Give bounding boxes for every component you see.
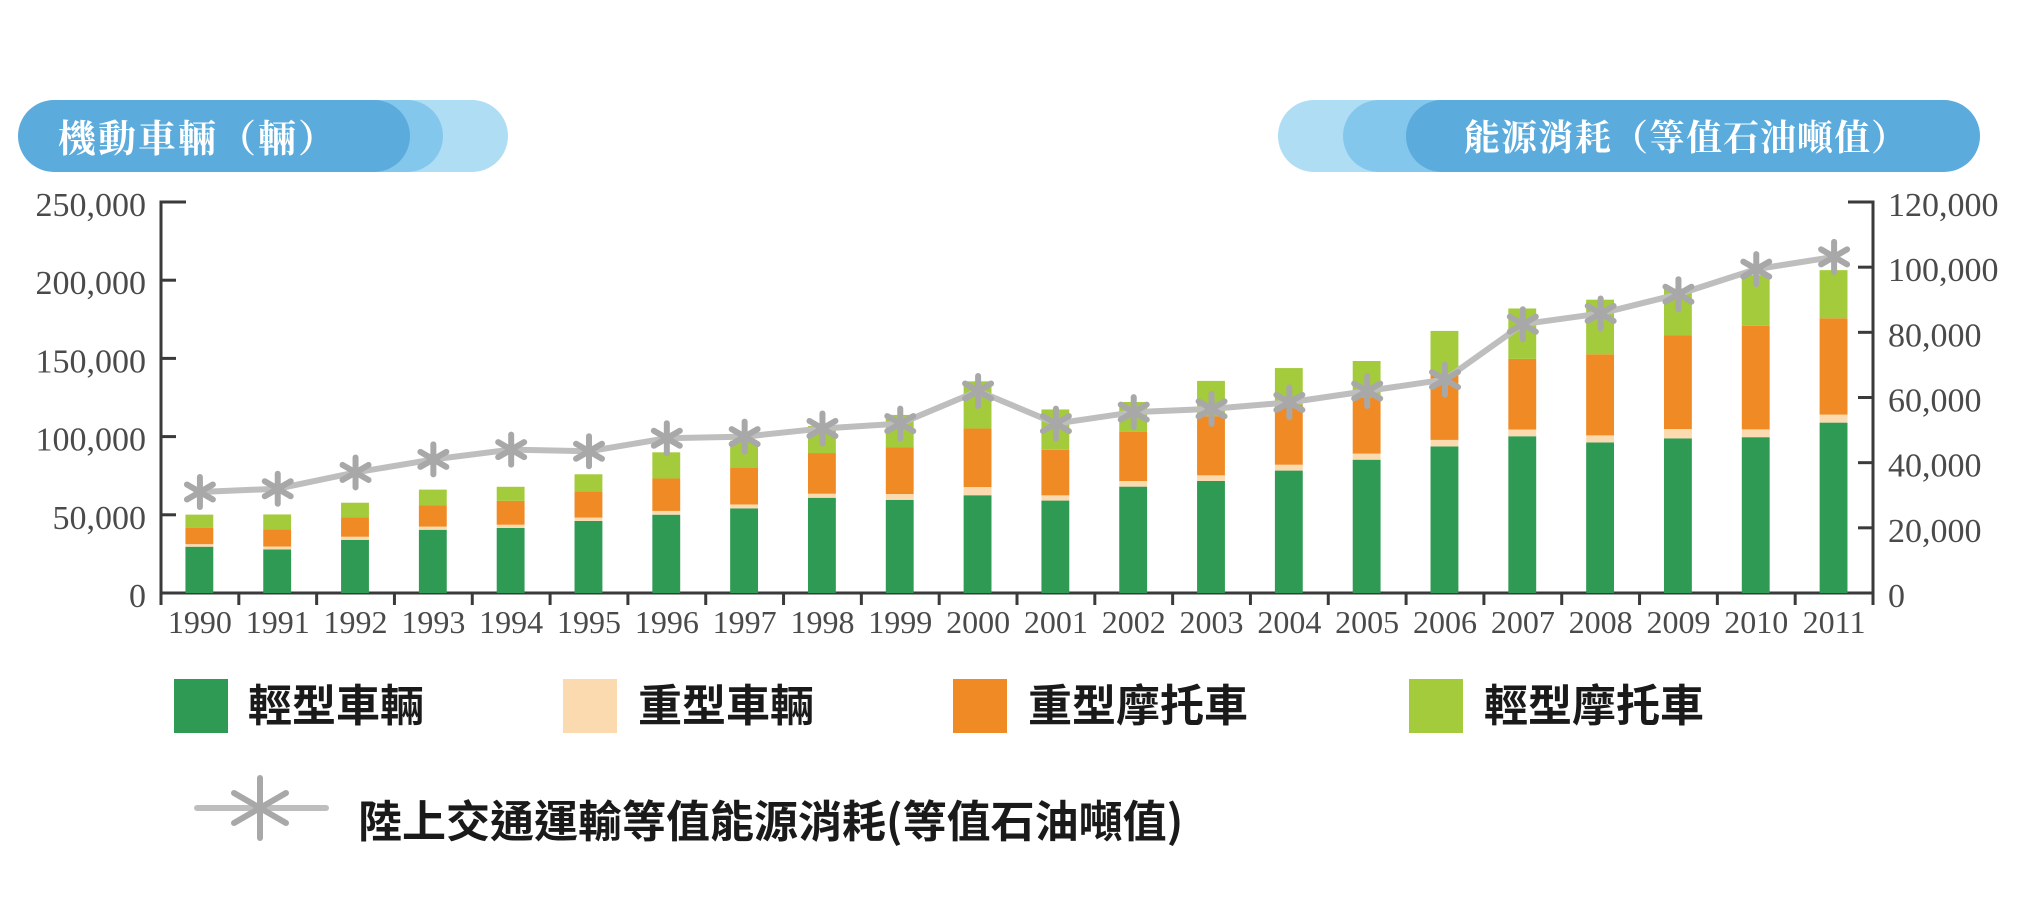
- svg-text:0: 0: [129, 578, 146, 615]
- svg-text:150,000: 150,000: [36, 343, 147, 380]
- svg-text:2006: 2006: [1413, 604, 1477, 640]
- svg-text:1991: 1991: [246, 604, 310, 640]
- svg-text:1999: 1999: [868, 604, 932, 640]
- svg-text:2009: 2009: [1646, 604, 1710, 640]
- svg-text:2000: 2000: [946, 604, 1010, 640]
- svg-text:2003: 2003: [1180, 604, 1244, 640]
- svg-text:2005: 2005: [1335, 604, 1399, 640]
- svg-text:200,000: 200,000: [36, 265, 147, 302]
- svg-text:20,000: 20,000: [1888, 513, 1982, 550]
- svg-text:250,000: 250,000: [36, 187, 147, 224]
- svg-text:50,000: 50,000: [53, 500, 147, 537]
- svg-text:100,000: 100,000: [1888, 252, 1999, 289]
- svg-text:2004: 2004: [1257, 604, 1321, 640]
- svg-text:1995: 1995: [557, 604, 621, 640]
- svg-text:2001: 2001: [1024, 604, 1088, 640]
- svg-text:1998: 1998: [790, 604, 854, 640]
- svg-text:100,000: 100,000: [36, 422, 147, 459]
- svg-text:2007: 2007: [1491, 604, 1555, 640]
- svg-text:2011: 2011: [1803, 604, 1866, 640]
- svg-text:80,000: 80,000: [1888, 317, 1982, 354]
- svg-text:40,000: 40,000: [1888, 448, 1982, 485]
- svg-text:2008: 2008: [1569, 604, 1633, 640]
- svg-text:60,000: 60,000: [1888, 383, 1982, 420]
- svg-text:0: 0: [1888, 578, 1905, 615]
- svg-text:120,000: 120,000: [1888, 187, 1999, 224]
- svg-text:2010: 2010: [1724, 604, 1788, 640]
- svg-text:1997: 1997: [713, 604, 777, 640]
- svg-text:1992: 1992: [324, 604, 388, 640]
- svg-text:1994: 1994: [479, 604, 543, 640]
- svg-text:1990: 1990: [168, 604, 232, 640]
- svg-text:1993: 1993: [401, 604, 465, 640]
- svg-text:1996: 1996: [635, 604, 699, 640]
- svg-text:2002: 2002: [1102, 604, 1166, 640]
